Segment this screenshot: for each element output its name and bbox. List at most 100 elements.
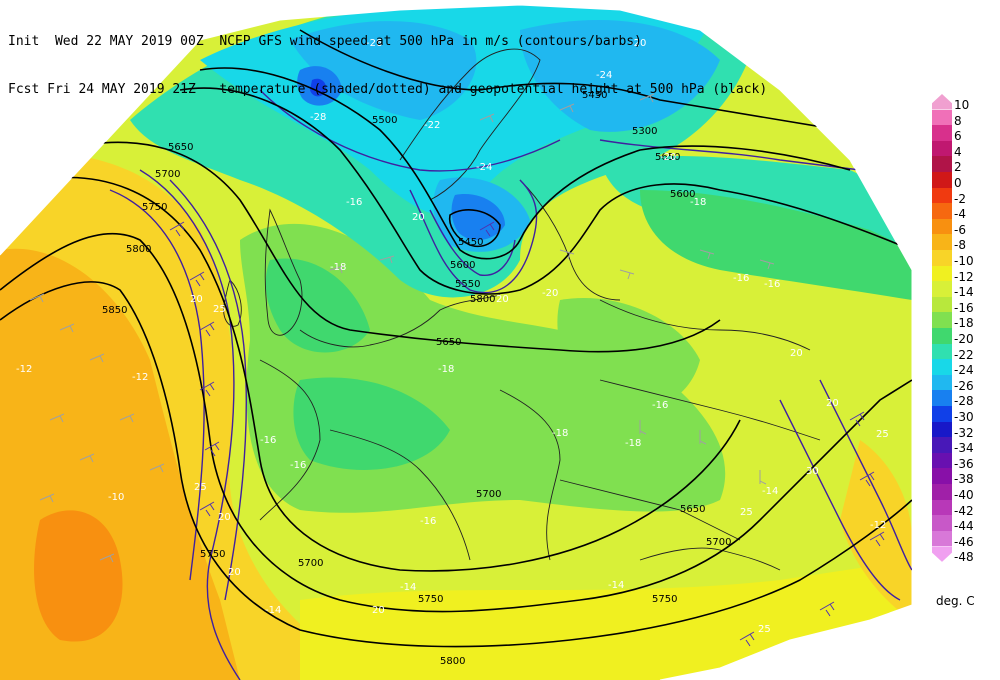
legend-label: -40 — [954, 488, 974, 502]
temp-label: -24 — [596, 70, 612, 81]
height-label: 5300 — [632, 126, 657, 137]
legend-entry: -26 — [928, 374, 998, 393]
legend-label: -32 — [954, 425, 974, 440]
wind-label: 25 — [213, 304, 226, 315]
legend-entry: -32 — [928, 421, 998, 440]
legend-swatch — [932, 359, 952, 375]
height-label: 5700 — [476, 489, 501, 500]
legend-label: -10 — [954, 254, 974, 268]
legend-entry: -48 — [928, 546, 998, 564]
legend-label: -34 — [954, 441, 974, 456]
legend-label: -24 — [954, 363, 974, 378]
temp-label: -12 — [16, 364, 32, 375]
height-label: 5700 — [298, 558, 323, 569]
temp-label: -26 — [366, 38, 382, 49]
legend-label: -2 — [954, 191, 966, 206]
temp-label: -18 — [625, 438, 641, 449]
temp-label: -14 — [265, 605, 281, 616]
height-label: 5550 — [455, 279, 480, 290]
legend-label: -22 — [954, 347, 974, 362]
height-label: 5850 — [102, 305, 127, 316]
wind-label: 20 — [372, 605, 385, 616]
legend-swatch — [932, 328, 952, 344]
temp-label: -14 — [762, 486, 778, 497]
legend-entry: 10 — [928, 94, 998, 112]
legend-entry: -8 — [928, 234, 998, 253]
temp-label: -18 — [330, 262, 346, 273]
legend-swatch — [932, 172, 952, 188]
temp-label: -16 — [346, 197, 362, 208]
legend-entry: -18 — [928, 312, 998, 330]
wind-label: 20 — [190, 294, 203, 305]
legend-swatch — [932, 530, 952, 547]
height-label: 5650 — [168, 142, 193, 153]
height-label: 5450 — [582, 90, 607, 101]
legend-label: -14 — [954, 285, 974, 300]
legend-swatch — [932, 109, 952, 126]
legend-label: -4 — [954, 207, 966, 222]
temp-label: -18 — [690, 197, 706, 208]
height-label: 5750 — [418, 594, 443, 605]
height-label: 5750 — [142, 202, 167, 213]
legend-swatch — [932, 234, 952, 250]
wind-label: 20 — [218, 512, 231, 523]
legend-swatch — [932, 437, 952, 453]
init-line: Init Wed 22 MAY 2019 00Z NCEP GFS wind s… — [8, 34, 642, 49]
legend-label: -8 — [954, 238, 966, 253]
coastlines — [223, 48, 821, 571]
legend-entry: 8 — [928, 109, 998, 128]
temp-label: -14 — [400, 582, 416, 593]
temp-label: -24 — [476, 162, 492, 173]
legend-swatch — [932, 374, 952, 391]
height-label: 5700 — [706, 537, 731, 548]
legend-swatch — [932, 296, 952, 313]
legend-entry: -20 — [928, 328, 998, 346]
temp-label: -18 — [552, 428, 568, 439]
legend-label: 0 — [954, 176, 962, 190]
legend-entry: -38 — [928, 468, 998, 487]
temp-label: -12 — [870, 520, 886, 531]
wind-label: 20 — [790, 348, 803, 359]
wind-labels: 20 25 25 20 20 20 25 30 25 20 20 25 20 2… — [190, 212, 889, 635]
legend-entry: -46 — [928, 530, 998, 549]
legend-swatch — [932, 468, 952, 484]
legend-label: 2 — [954, 160, 962, 175]
height-label: 5700 — [155, 169, 180, 180]
temp-label: -20 — [630, 38, 646, 49]
legend-entry: -40 — [928, 484, 998, 502]
wind-barbs — [29, 93, 775, 563]
temp-label: -28 — [310, 112, 326, 123]
legend-swatch — [932, 125, 952, 141]
legend-label: -38 — [954, 472, 974, 487]
legend-entry: -28 — [928, 390, 998, 408]
legend-units: deg. C — [936, 594, 975, 608]
legend-label: -30 — [954, 410, 974, 424]
temp-label: -14 — [608, 580, 624, 591]
legend-label: -20 — [954, 332, 974, 346]
legend-label: -6 — [954, 222, 966, 237]
legend-swatch — [932, 499, 952, 516]
legend-swatch — [932, 203, 952, 219]
height-label: 5650 — [655, 152, 680, 163]
temp-label: -16 — [260, 435, 276, 446]
temp-label: -16 — [290, 460, 306, 471]
legend-entry: -14 — [928, 281, 998, 300]
legend-entry: 2 — [928, 156, 998, 175]
legend-entry: -4 — [928, 203, 998, 222]
legend-swatch — [932, 187, 952, 204]
legend-label: -16 — [954, 300, 974, 315]
legend-label: 6 — [954, 129, 962, 144]
temperature-labels: -28 -26 -24 -22 -20 -20 -18 -16 -18 -16 … — [16, 38, 886, 616]
legend-entry: -34 — [928, 437, 998, 456]
legend-entry: -10 — [928, 250, 998, 268]
wind-label: 20 — [496, 294, 509, 305]
temp-label: -12 — [132, 372, 148, 383]
legend-entry: -22 — [928, 343, 998, 362]
temp-label: -22 — [424, 120, 440, 131]
legend-label: -46 — [954, 534, 974, 549]
legend-label: 10 — [954, 98, 970, 112]
legend-entry: 0 — [928, 172, 998, 190]
temp-label: -20 — [542, 288, 558, 299]
legend-label: -42 — [954, 503, 974, 518]
